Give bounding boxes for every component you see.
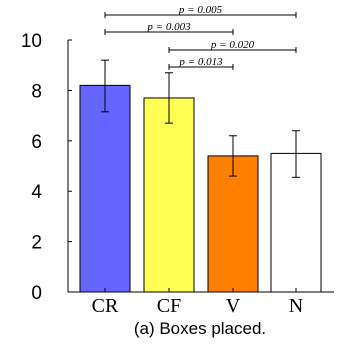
bar-cf bbox=[143, 97, 195, 293]
x-tick-label-cf: CF bbox=[157, 295, 181, 317]
y-tick-label: 6 bbox=[31, 132, 42, 153]
significance-bracket: p = 0.005 bbox=[104, 4, 297, 18]
x-tick-label-n: N bbox=[289, 295, 303, 317]
bar-cr bbox=[79, 84, 131, 293]
y-tick-label: 8 bbox=[31, 81, 42, 102]
y-tick-label: 0 bbox=[31, 283, 42, 304]
x-tick-labels: CR CF V N bbox=[92, 288, 303, 317]
y-tick-label: 10 bbox=[21, 31, 42, 52]
p-value-label: p = 0.003 bbox=[146, 21, 191, 33]
significance-bracket: p = 0.013 bbox=[168, 56, 234, 70]
significance-brackets: p = 0.005 p = 0.003 p = 0.020 p = 0.013 bbox=[104, 4, 297, 70]
y-ticks: 0 2 4 6 8 10 bbox=[21, 31, 72, 304]
bars bbox=[79, 84, 322, 293]
p-value-label: p = 0.005 bbox=[178, 4, 223, 16]
p-value-label: p = 0.020 bbox=[210, 39, 255, 51]
bar-v bbox=[207, 155, 259, 293]
x-tick-label-cr: CR bbox=[92, 295, 119, 317]
significance-bracket: p = 0.003 bbox=[104, 21, 234, 35]
y-tick-label: 2 bbox=[31, 233, 42, 254]
error-bars bbox=[101, 59, 300, 178]
x-tick-label-v: V bbox=[226, 295, 241, 317]
p-value-label: p = 0.013 bbox=[178, 56, 223, 68]
significance-bracket: p = 0.020 bbox=[168, 39, 297, 53]
chart-caption: (a) Boxes placed. bbox=[134, 319, 266, 338]
y-tick-label: 4 bbox=[31, 182, 42, 203]
